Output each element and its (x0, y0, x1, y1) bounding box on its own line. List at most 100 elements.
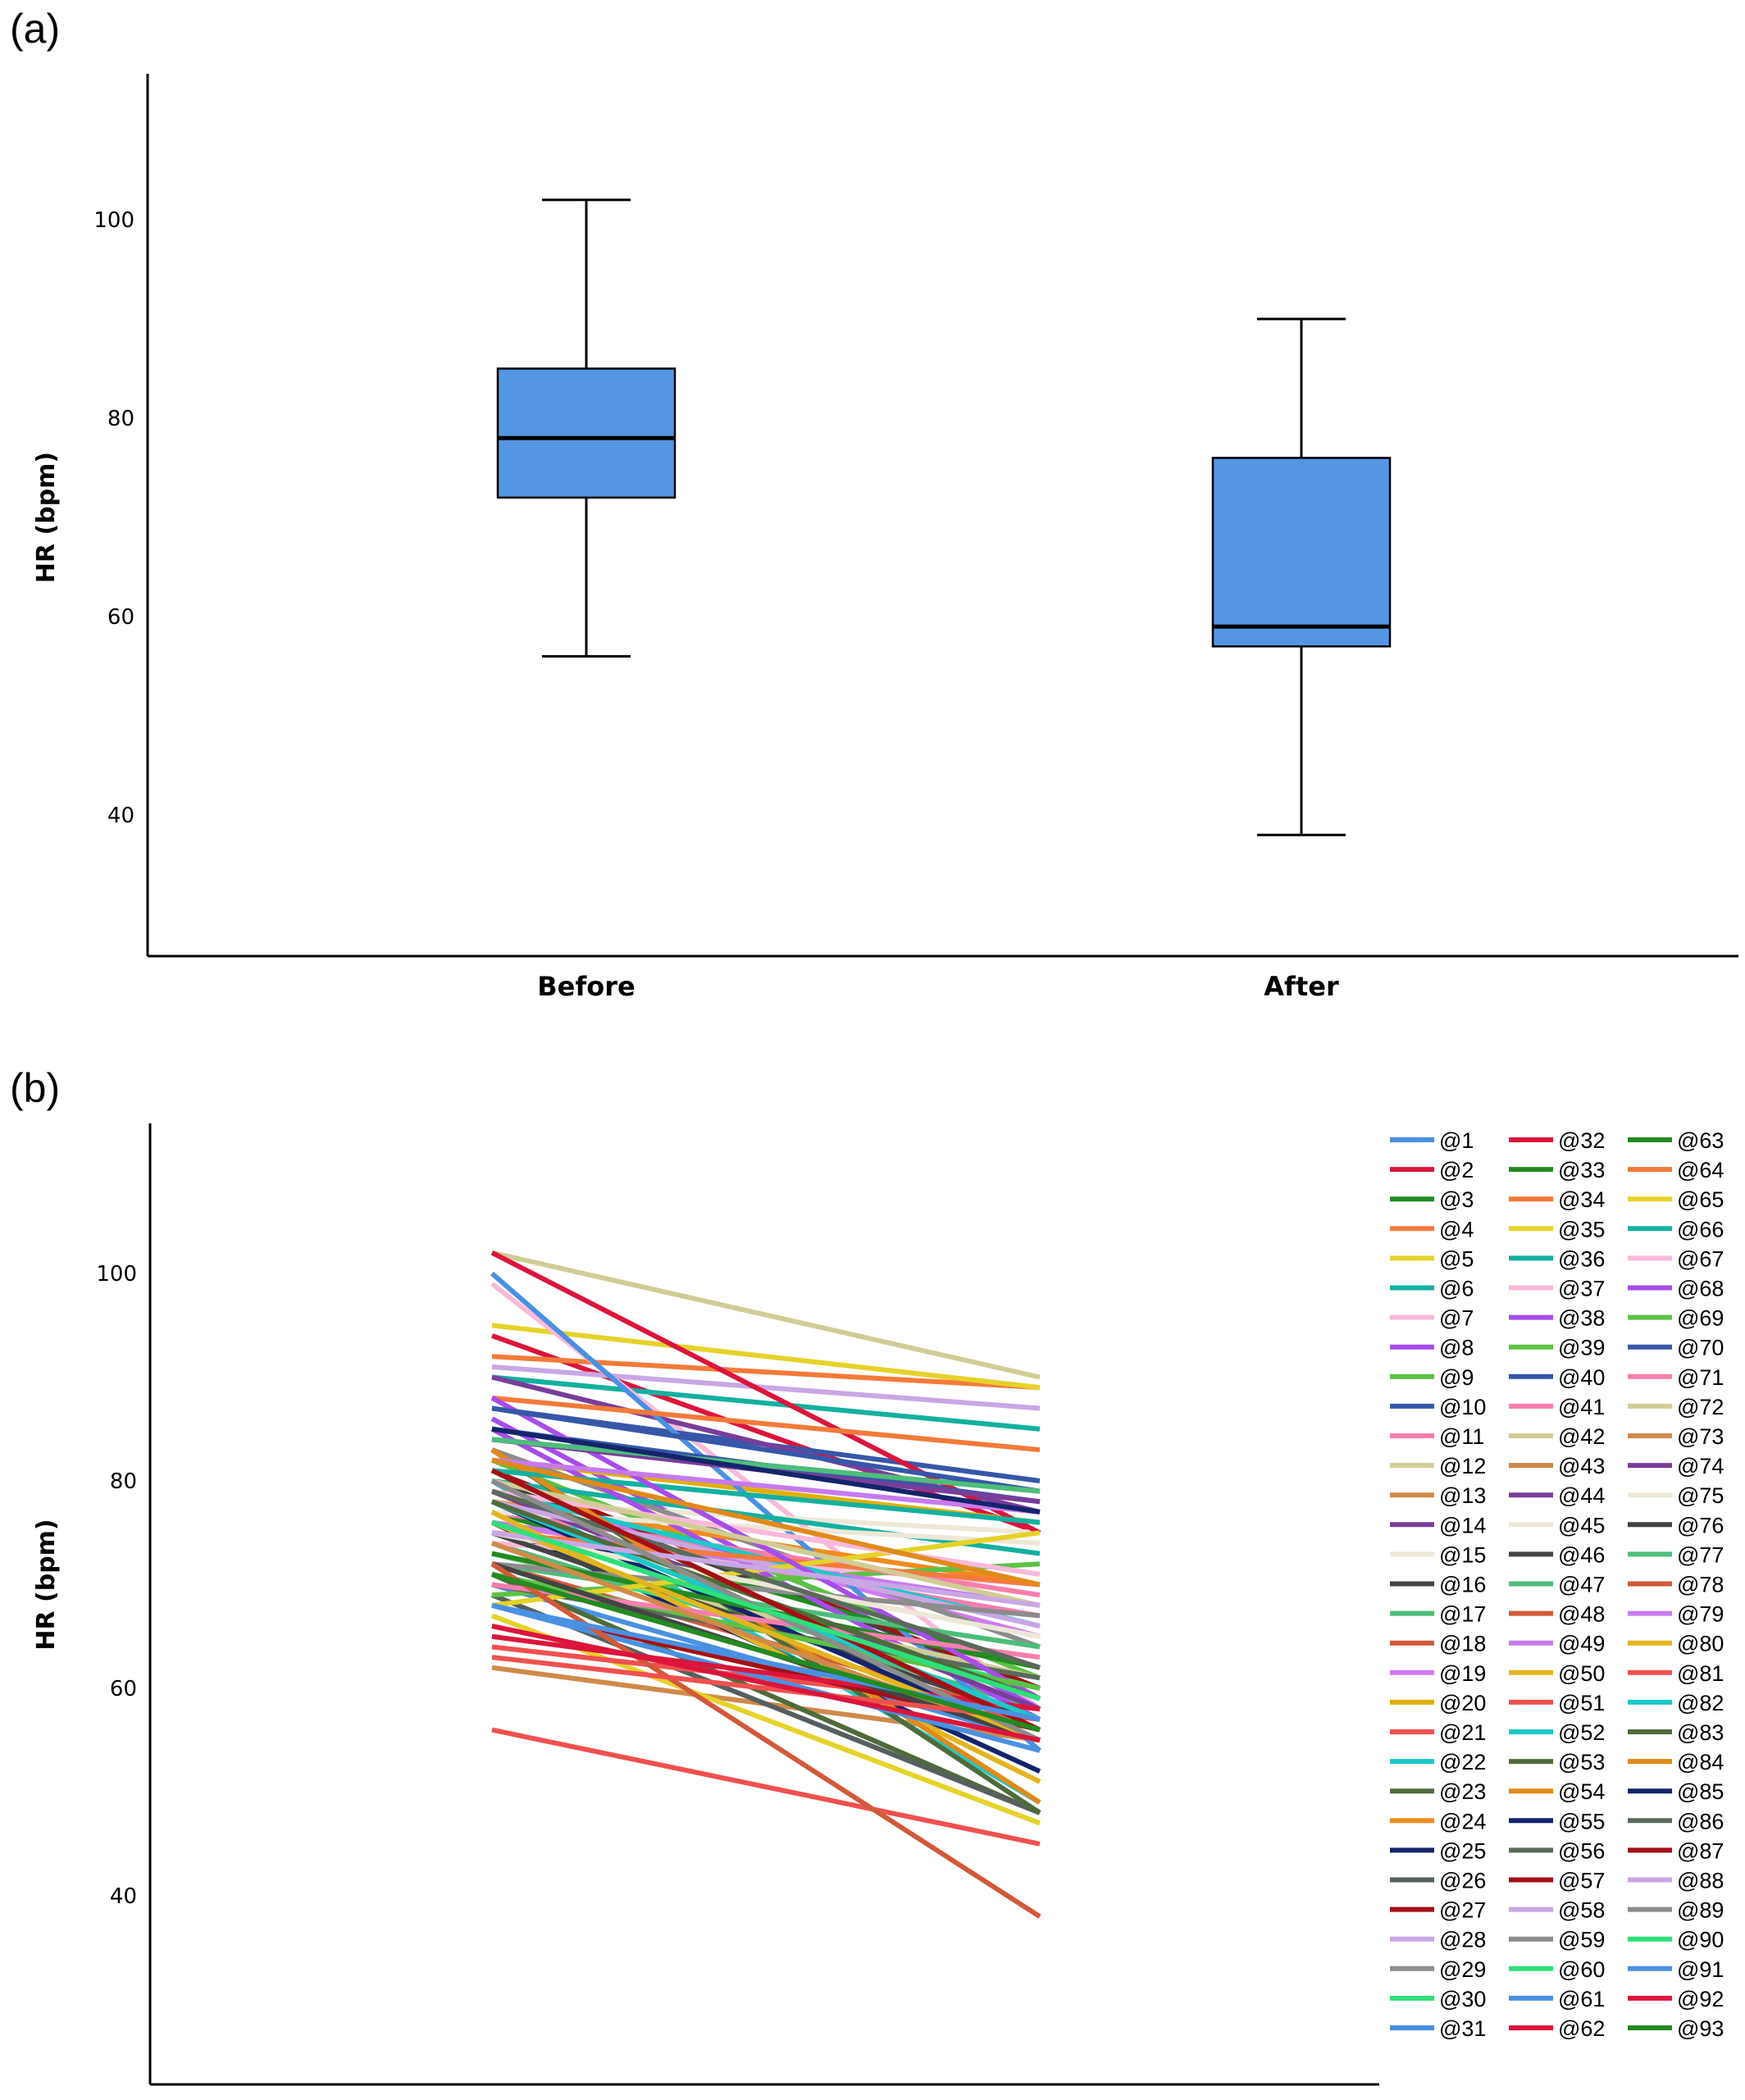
legend-label: @83 (1677, 1720, 1724, 1745)
legend-label: @76 (1677, 1513, 1724, 1537)
legend-item: @27 (1390, 1898, 1486, 1923)
legend-item: @62 (1509, 2016, 1605, 2041)
legend-item: @86 (1628, 1809, 1724, 1834)
legend-item: @16 (1390, 1573, 1486, 1597)
legend-item: @24 (1390, 1809, 1486, 1834)
legend-label: @40 (1558, 1365, 1605, 1390)
legend-label: @9 (1439, 1365, 1474, 1390)
legend-label: @31 (1439, 2016, 1486, 2041)
series-line-61 (491, 1602, 1041, 1753)
legend-label: @15 (1439, 1542, 1486, 1567)
legend-label: @77 (1677, 1542, 1724, 1567)
legend-item: @44 (1509, 1483, 1605, 1508)
legend-item: @17 (1390, 1602, 1486, 1627)
series-line-79 (491, 1457, 1041, 1515)
legend-item: @71 (1628, 1365, 1724, 1390)
legend-label: @20 (1439, 1691, 1486, 1715)
series-line-71 (491, 1582, 1041, 1660)
legend-label: @63 (1677, 1128, 1724, 1153)
legend-item: @32 (1509, 1128, 1605, 1153)
legend-item: @8 (1390, 1336, 1474, 1360)
legend-label: @12 (1439, 1454, 1486, 1478)
legend-label: @88 (1677, 1869, 1724, 1893)
legend-label: @57 (1558, 1869, 1605, 1893)
legend-label: @36 (1558, 1246, 1605, 1271)
legend-item: @90 (1628, 1928, 1724, 1952)
y-tick-label: 60 (107, 605, 134, 630)
legend-item: @56 (1509, 1838, 1605, 1863)
series-line-64 (491, 1530, 1041, 1588)
legend-item: @50 (1509, 1661, 1605, 1686)
legend-item: @3 (1390, 1187, 1474, 1212)
legend-label: @41 (1558, 1395, 1605, 1419)
legend-label: @68 (1677, 1277, 1724, 1301)
legend-label: @17 (1439, 1602, 1486, 1627)
legend-label: @18 (1439, 1632, 1486, 1656)
legend-label: @8 (1439, 1336, 1474, 1360)
series-line-36 (491, 1478, 1041, 1556)
legend-item: @42 (1509, 1424, 1605, 1449)
legend-item: @30 (1390, 1987, 1486, 2011)
legend-label: @78 (1677, 1573, 1724, 1597)
legend-item: @79 (1628, 1602, 1724, 1627)
legend-label: @92 (1677, 1987, 1724, 2011)
y-tick-label: 100 (96, 1262, 137, 1287)
legend-label: @52 (1558, 1720, 1605, 1745)
legend-label: @4 (1439, 1217, 1474, 1241)
legend-item: @52 (1509, 1720, 1605, 1745)
y-tick-label: 80 (110, 1469, 137, 1494)
legend-label: @56 (1558, 1838, 1605, 1863)
legend-label: @26 (1439, 1869, 1486, 1893)
legend-label: @45 (1558, 1513, 1605, 1537)
legend-label: @65 (1677, 1187, 1724, 1212)
legend-label: @85 (1677, 1779, 1724, 1804)
legend-item: @63 (1628, 1128, 1724, 1153)
legend-label: @53 (1558, 1750, 1605, 1774)
legend-item: @25 (1390, 1838, 1486, 1863)
series-line-45 (491, 1509, 1041, 1546)
legend-item: @58 (1509, 1898, 1605, 1923)
legend-label: @51 (1558, 1691, 1605, 1715)
legend-item: @76 (1628, 1513, 1724, 1537)
legend-item: @14 (1390, 1513, 1486, 1537)
legend-item: @13 (1390, 1483, 1486, 1508)
series-line-88 (491, 1530, 1041, 1608)
legend-label: @44 (1558, 1483, 1605, 1508)
box-after (1211, 457, 1392, 648)
legend-item: @73 (1628, 1424, 1724, 1449)
legend-label: @73 (1677, 1424, 1724, 1449)
legend-item: @15 (1390, 1542, 1486, 1567)
legend-item: @19 (1390, 1661, 1486, 1686)
legend-item: @65 (1628, 1187, 1724, 1212)
legend-item: @51 (1509, 1691, 1605, 1715)
legend-label: @75 (1677, 1483, 1724, 1508)
legend-item: @66 (1628, 1217, 1724, 1241)
legend-label: @90 (1677, 1928, 1724, 1952)
legend-label: @61 (1558, 1987, 1605, 2011)
series-line-12 (491, 1250, 1041, 1380)
legend-item: @38 (1509, 1306, 1605, 1331)
legend-item: @67 (1628, 1246, 1724, 1271)
legend-label: @74 (1677, 1454, 1724, 1478)
legend-label: @93 (1677, 2016, 1724, 2041)
legend-item: @57 (1509, 1869, 1605, 1893)
series-line-92 (491, 1624, 1041, 1743)
legend-label: @50 (1558, 1661, 1605, 1686)
series-line-32 (490, 1250, 1041, 1535)
y-axis-title: HR (bpm) (32, 452, 61, 583)
legend-item: @82 (1628, 1691, 1724, 1715)
legend-item: @53 (1509, 1750, 1605, 1774)
legend-item: @5 (1390, 1246, 1474, 1271)
legend-label: @79 (1677, 1602, 1724, 1627)
series-line-4 (491, 1354, 1041, 1391)
legend-label: @16 (1439, 1573, 1486, 1597)
legend-label: @19 (1439, 1661, 1486, 1686)
legend-label: @46 (1558, 1542, 1605, 1567)
legend-item: @61 (1509, 1987, 1605, 2011)
legend-item: @45 (1509, 1513, 1605, 1537)
legend-item: @39 (1509, 1336, 1605, 1360)
legend-label: @10 (1439, 1395, 1486, 1419)
legend-label: @38 (1558, 1306, 1605, 1331)
series-line-67 (491, 1488, 1041, 1577)
